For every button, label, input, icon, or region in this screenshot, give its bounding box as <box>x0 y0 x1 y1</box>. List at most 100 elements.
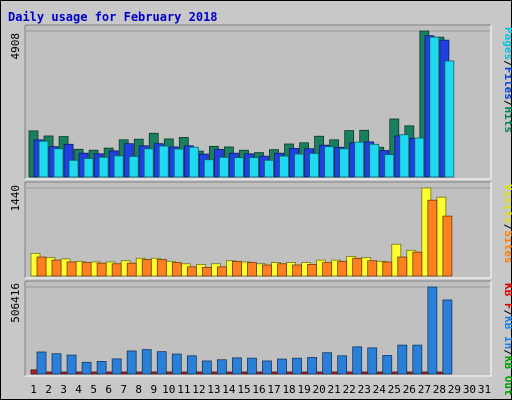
panel-kbytes-max-label: 506416 <box>9 283 22 323</box>
bar-hits-pages-day-7 <box>128 156 139 178</box>
x-tick-label-29: 29 <box>448 383 461 396</box>
bar-hits-pages-day-3 <box>68 159 79 178</box>
x-tick-label-12: 12 <box>192 383 205 396</box>
panel-kbytes: 506416 KB F/KB In/KB Out <box>9 280 512 396</box>
bar-visits-sites-day-10 <box>171 262 182 277</box>
bar-hits-pages-day-22 <box>354 141 365 178</box>
x-tick-label-17: 17 <box>267 383 280 396</box>
bar-kbytes-kb-in-day-26 <box>412 344 423 375</box>
bar-kbytes-kb-in-day-21 <box>337 355 348 375</box>
x-tick-label-2: 2 <box>45 383 52 396</box>
bar-hits-pages-day-5 <box>98 156 109 178</box>
legend-entry-kbytes-1: / <box>502 310 512 317</box>
x-tick-label-25: 25 <box>388 383 401 396</box>
bar-kbytes-kb-in-day-19 <box>307 357 317 375</box>
x-tick-label-15: 15 <box>237 383 250 396</box>
bar-kbytes-kb-in-day-24 <box>382 355 393 375</box>
bar-visits-sites-day-7 <box>126 262 137 277</box>
bar-kbytes-kb-in-day-20 <box>322 352 333 375</box>
bar-hits-pages-day-28 <box>444 60 455 178</box>
bar-visits-sites-day-23 <box>367 260 378 277</box>
bar-visits-sites-day-6 <box>111 263 122 277</box>
legend-entry-hits-1: / <box>502 60 512 67</box>
x-tick-label-30: 30 <box>463 383 476 396</box>
bar-visits-sites-day-27 <box>427 199 438 277</box>
legend-entry-visits-1: / <box>502 224 512 231</box>
panel-kbytes-legend: KB F/KB In/KB Out <box>502 283 512 396</box>
bar-kbytes-kb-in-day-6 <box>111 358 122 375</box>
bar-visits-sites-day-19 <box>307 263 317 277</box>
bar-visits-sites-day-16 <box>262 264 272 277</box>
bar-visits-sites-day-22 <box>352 257 363 277</box>
bar-hits-pages-day-6 <box>113 155 124 178</box>
bar-visits-sites-day-5 <box>96 262 107 277</box>
x-tick-label-26: 26 <box>403 383 416 396</box>
bar-visits-sites-day-28 <box>442 215 453 277</box>
bar-kbytes-kb-in-day-8 <box>141 349 152 375</box>
bar-kbytes-kb-in-day-9 <box>156 351 167 375</box>
bar-visits-sites-day-11 <box>186 266 197 277</box>
x-tick-label-23: 23 <box>358 383 371 396</box>
legend-entry-hits-4: Hits <box>502 107 512 134</box>
x-tick-label-16: 16 <box>252 383 265 396</box>
bar-visits-sites-day-9 <box>156 259 167 277</box>
panel-visits-max-label: 1440 <box>9 185 22 212</box>
bar-kbytes-kb-in-day-13 <box>216 359 227 375</box>
x-tick-label-27: 27 <box>418 383 431 396</box>
bar-hits-pages-day-24 <box>384 154 395 178</box>
panel-hits-max-label: 4908 <box>9 33 22 60</box>
bar-visits-sites-day-17 <box>277 263 287 277</box>
bar-kbytes-kb-in-day-11 <box>186 355 197 375</box>
bar-visits-sites-day-1 <box>36 256 47 277</box>
bar-visits-sites-day-20 <box>322 262 333 277</box>
bar-visits-sites-day-26 <box>412 251 423 277</box>
x-tick-label-4: 4 <box>75 383 82 396</box>
bar-kbytes-kb-in-day-7 <box>126 350 137 375</box>
x-tick-label-28: 28 <box>433 383 446 396</box>
bar-hits-pages-day-4 <box>83 158 94 178</box>
bar-hits-pages-day-1 <box>38 140 49 178</box>
legend-entry-visits-2: Sites <box>502 230 512 263</box>
x-tick-label-8: 8 <box>135 383 142 396</box>
bar-visits-sites-day-13 <box>216 266 227 277</box>
bar-hits-pages-day-17 <box>279 155 289 178</box>
bar-visits-sites-day-24 <box>382 261 393 277</box>
bar-kbytes-kb-in-day-2 <box>51 353 62 375</box>
bar-hits-pages-day-14 <box>234 157 244 178</box>
bar-hits-pages-day-23 <box>369 143 380 178</box>
bar-hits-pages-day-19 <box>309 153 319 178</box>
legend-entry-kbytes-3: / <box>502 349 512 356</box>
x-tick-label-9: 9 <box>150 383 157 396</box>
legend-entry-kbytes-4: KB Out <box>502 356 512 396</box>
x-tick-label-22: 22 <box>343 383 356 396</box>
x-tick-label-24: 24 <box>373 383 387 396</box>
chart-title: Daily usage for February 2018 <box>8 10 218 24</box>
x-tick-label-18: 18 <box>282 383 295 396</box>
bar-kbytes-kb-in-day-4 <box>81 361 92 375</box>
bar-kbytes-kb-in-day-18 <box>292 357 302 375</box>
x-tick-label-14: 14 <box>222 383 236 396</box>
bar-kbytes-kb-in-day-10 <box>171 353 182 375</box>
bar-hits-pages-day-26 <box>414 137 425 178</box>
bar-visits-sites-day-3 <box>66 261 77 277</box>
bar-kbytes-kb-in-day-12 <box>201 360 212 375</box>
x-tick-label-31: 31 <box>478 383 491 396</box>
bar-hits-pages-day-27 <box>429 36 440 178</box>
x-tick-label-19: 19 <box>297 383 310 396</box>
bar-hits-pages-day-21 <box>339 148 350 178</box>
panel-visits: 1440 Visits/Sites <box>9 181 512 279</box>
x-tick-label-5: 5 <box>90 383 97 396</box>
x-tick-label-6: 6 <box>105 383 112 396</box>
bar-kbytes-kb-in-day-15 <box>247 357 257 375</box>
bar-visits-sites-day-21 <box>337 260 348 277</box>
x-tick-label-21: 21 <box>328 383 341 396</box>
bar-visits-sites-day-2 <box>51 259 62 277</box>
x-tick-label-20: 20 <box>313 383 326 396</box>
bar-kbytes-kb-in-day-27 <box>427 286 438 375</box>
bar-hits-pages-day-9 <box>158 145 169 178</box>
bar-hits-pages-day-10 <box>173 148 184 178</box>
legend-entry-visits-0: Visits <box>502 184 512 224</box>
legend-entry-kbytes-0: KB F <box>502 283 512 310</box>
